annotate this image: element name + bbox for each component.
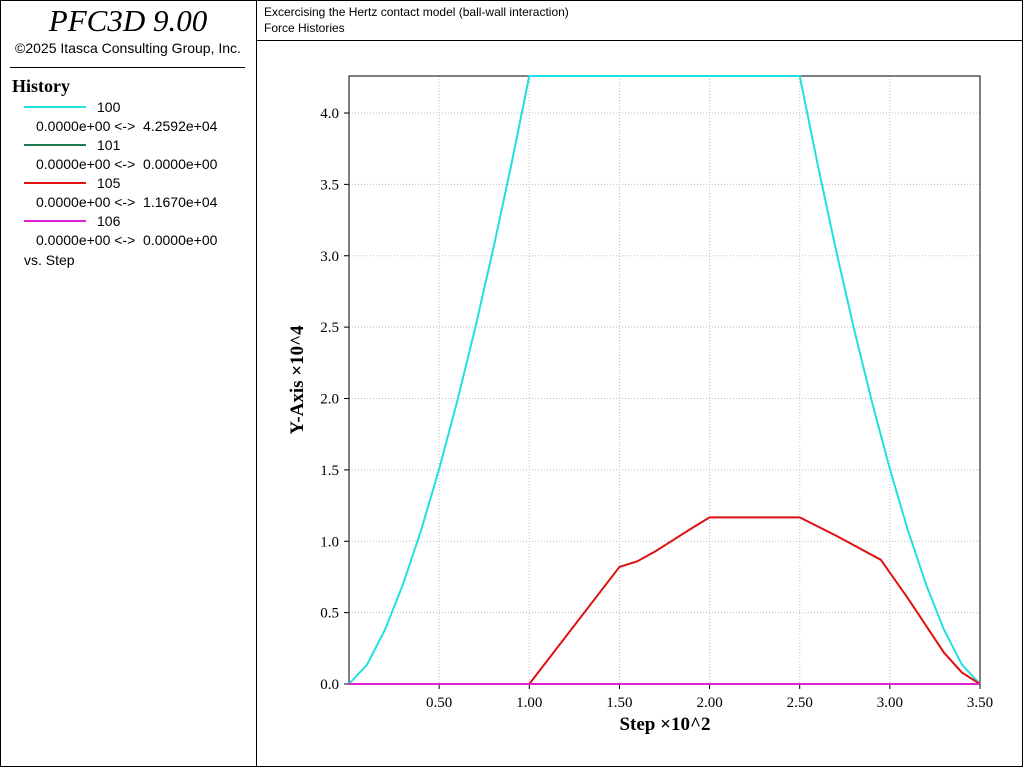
y-tick-label: 2.5: [320, 320, 339, 336]
x-tick-label: 1.50: [606, 695, 632, 711]
y-tick-label: 0.5: [320, 606, 339, 622]
x-tick-label: 3.00: [877, 695, 903, 711]
legend-label: 105: [97, 175, 121, 191]
y-tick-label: 1.0: [320, 534, 339, 550]
series-line: [348, 75, 981, 685]
x-axis-label: Step ×10^2: [619, 714, 710, 735]
y-axis-label: Y-Axis ×10^4: [287, 325, 308, 435]
product-title: PFC3D 9.00: [48, 3, 208, 38]
y-tick-label: 2.0: [320, 392, 339, 408]
x-tick-label: 0.50: [426, 695, 452, 711]
legend-label: 100: [97, 99, 121, 115]
x-tick-label: 3.50: [967, 695, 993, 711]
plot-subtitle: Force Histories: [264, 21, 345, 35]
y-tick-label: 3.5: [320, 177, 339, 193]
legend-range: 0.0000e+00 <-> 4.2592e+04: [36, 118, 218, 134]
legend-range: 0.0000e+00 <-> 1.1670e+04: [36, 194, 218, 210]
x-tick-label: 1.00: [516, 695, 542, 711]
y-tick-label: 1.5: [320, 463, 339, 479]
legend-label: 101: [97, 137, 121, 153]
plot-title: Excercising the Hertz contact model (bal…: [264, 5, 569, 19]
legend-footer: vs. Step: [24, 252, 75, 268]
y-tick-label: 4.0: [320, 106, 339, 122]
legend-range: 0.0000e+00 <-> 0.0000e+00: [36, 232, 218, 248]
legend-label: 106: [97, 213, 121, 229]
y-tick-label: 3.0: [320, 249, 339, 265]
copyright: ©2025 Itasca Consulting Group, Inc.: [15, 40, 241, 56]
y-tick-label: 0.0: [320, 677, 339, 693]
legend-range: 0.0000e+00 <-> 0.0000e+00: [36, 156, 218, 172]
x-tick-label: 2.00: [696, 695, 722, 711]
series-line: [349, 516, 981, 685]
legend-title: History: [12, 76, 70, 96]
x-tick-label: 2.50: [787, 695, 813, 711]
